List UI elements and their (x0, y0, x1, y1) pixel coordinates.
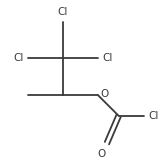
Text: Cl: Cl (13, 53, 23, 63)
Text: O: O (98, 149, 106, 159)
Text: Cl: Cl (102, 53, 113, 63)
Text: Cl: Cl (148, 111, 158, 121)
Text: O: O (100, 89, 109, 99)
Text: Cl: Cl (58, 7, 68, 17)
